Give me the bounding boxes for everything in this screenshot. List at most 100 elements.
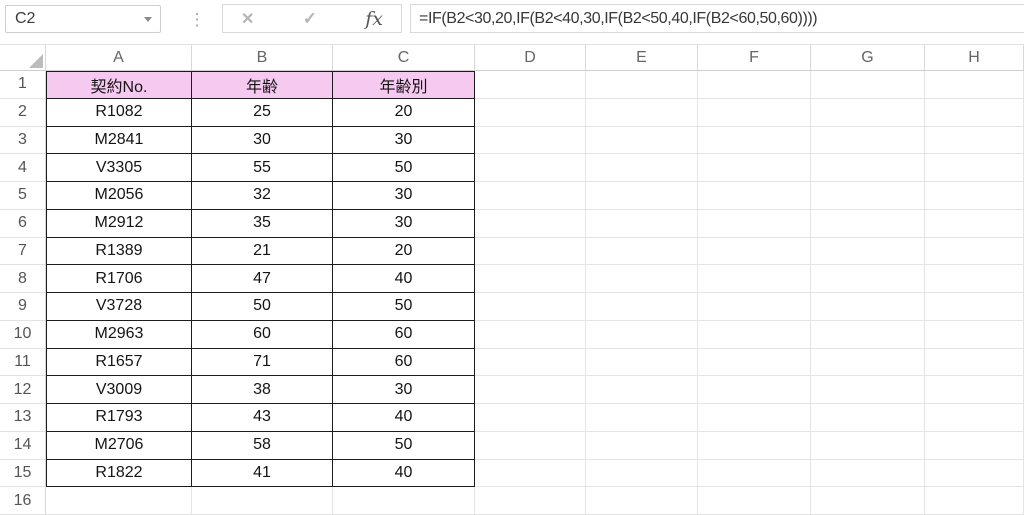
cell-C13[interactable]: 40	[333, 404, 475, 432]
cell-F5[interactable]	[698, 182, 811, 210]
cell-H14[interactable]	[925, 431, 1024, 460]
row-header-12[interactable]: 12	[0, 376, 46, 404]
row-header-14[interactable]: 14	[0, 431, 46, 460]
cell-E11[interactable]	[586, 348, 698, 377]
cell-C8[interactable]: 40	[333, 265, 475, 293]
row-header-5[interactable]: 5	[0, 182, 46, 210]
row-header-1[interactable]: 1	[0, 71, 46, 99]
cell-G10[interactable]	[811, 320, 925, 349]
row-header-7[interactable]: 7	[0, 237, 46, 266]
cell-E3[interactable]	[586, 126, 698, 155]
cell-A8[interactable]: R1706	[46, 265, 192, 293]
cell-D4[interactable]	[475, 154, 586, 182]
cell-B11[interactable]: 71	[192, 348, 333, 377]
cell-F12[interactable]	[698, 376, 811, 404]
cell-F14[interactable]	[698, 431, 811, 460]
cell-H10[interactable]	[925, 320, 1024, 349]
cell-G9[interactable]	[811, 293, 925, 321]
cell-B14[interactable]: 58	[192, 431, 333, 460]
cell-E1[interactable]	[586, 71, 698, 99]
column-header-B[interactable]: B	[192, 45, 333, 71]
select-all-corner[interactable]	[0, 45, 46, 71]
cell-D2[interactable]	[475, 98, 586, 127]
cell-A4[interactable]: V3305	[46, 154, 192, 182]
cell-H8[interactable]	[925, 265, 1024, 293]
cell-B10[interactable]: 60	[192, 320, 333, 349]
row-header-9[interactable]: 9	[0, 293, 46, 321]
column-header-G[interactable]: G	[811, 45, 925, 71]
cell-H16[interactable]	[925, 487, 1024, 515]
cell-C5[interactable]: 30	[333, 182, 475, 210]
cell-E9[interactable]	[586, 293, 698, 321]
cell-D15[interactable]	[475, 459, 586, 488]
cell-F16[interactable]	[698, 487, 811, 515]
cell-G1[interactable]	[811, 71, 925, 99]
cell-A10[interactable]: M2963	[46, 320, 192, 349]
cell-C16[interactable]	[333, 487, 475, 515]
row-header-16[interactable]: 16	[0, 487, 46, 515]
cell-D14[interactable]	[475, 431, 586, 460]
cell-B8[interactable]: 47	[192, 265, 333, 293]
cell-C4[interactable]: 50	[333, 154, 475, 182]
cell-B6[interactable]: 35	[192, 209, 333, 238]
cell-F15[interactable]	[698, 459, 811, 488]
cell-C10[interactable]: 60	[333, 320, 475, 349]
cell-E16[interactable]	[586, 487, 698, 515]
name-box-dropdown-icon[interactable]	[144, 16, 152, 22]
cell-F7[interactable]	[698, 237, 811, 266]
cell-C3[interactable]: 30	[333, 126, 475, 155]
cell-F9[interactable]	[698, 293, 811, 321]
cell-F10[interactable]	[698, 320, 811, 349]
cell-H1[interactable]	[925, 71, 1024, 99]
cell-G3[interactable]	[811, 126, 925, 155]
cell-D11[interactable]	[475, 348, 586, 377]
cell-G5[interactable]	[811, 182, 925, 210]
cell-G16[interactable]	[811, 487, 925, 515]
cell-A7[interactable]: R1389	[46, 237, 192, 266]
cell-H12[interactable]	[925, 376, 1024, 404]
cell-D7[interactable]	[475, 237, 586, 266]
cancel-icon[interactable]: ✕	[241, 10, 255, 28]
cell-E15[interactable]	[586, 459, 698, 488]
column-header-E[interactable]: E	[586, 45, 698, 71]
cell-C12[interactable]: 30	[333, 376, 475, 404]
column-header-D[interactable]: D	[475, 45, 586, 71]
cell-B15[interactable]: 41	[192, 459, 333, 488]
cell-G7[interactable]	[811, 237, 925, 266]
cell-H3[interactable]	[925, 126, 1024, 155]
cell-E5[interactable]	[586, 182, 698, 210]
cell-F8[interactable]	[698, 265, 811, 293]
cell-E10[interactable]	[586, 320, 698, 349]
row-header-4[interactable]: 4	[0, 154, 46, 182]
cell-E7[interactable]	[586, 237, 698, 266]
cell-F3[interactable]	[698, 126, 811, 155]
column-header-F[interactable]: F	[698, 45, 811, 71]
cell-E4[interactable]	[586, 154, 698, 182]
cell-C9[interactable]: 50	[333, 293, 475, 321]
name-box[interactable]: C2	[5, 5, 161, 33]
cell-E13[interactable]	[586, 404, 698, 432]
cell-B5[interactable]: 32	[192, 182, 333, 210]
cell-F6[interactable]	[698, 209, 811, 238]
cell-E6[interactable]	[586, 209, 698, 238]
cell-G4[interactable]	[811, 154, 925, 182]
cell-A1[interactable]: 契約No.	[46, 71, 192, 99]
cell-B7[interactable]: 21	[192, 237, 333, 266]
cell-G2[interactable]	[811, 98, 925, 127]
cell-F1[interactable]	[698, 71, 811, 99]
cell-G11[interactable]	[811, 348, 925, 377]
cell-A9[interactable]: V3728	[46, 293, 192, 321]
cell-F13[interactable]	[698, 404, 811, 432]
cell-B16[interactable]	[192, 487, 333, 515]
row-header-15[interactable]: 15	[0, 459, 46, 488]
cell-H11[interactable]	[925, 348, 1024, 377]
cell-E14[interactable]	[586, 431, 698, 460]
cell-A6[interactable]: M2912	[46, 209, 192, 238]
row-header-13[interactable]: 13	[0, 404, 46, 432]
cell-C15[interactable]: 40	[333, 459, 475, 488]
cell-G12[interactable]	[811, 376, 925, 404]
cell-C11[interactable]: 60	[333, 348, 475, 377]
cell-G6[interactable]	[811, 209, 925, 238]
cell-E2[interactable]	[586, 98, 698, 127]
row-header-10[interactable]: 10	[0, 320, 46, 349]
